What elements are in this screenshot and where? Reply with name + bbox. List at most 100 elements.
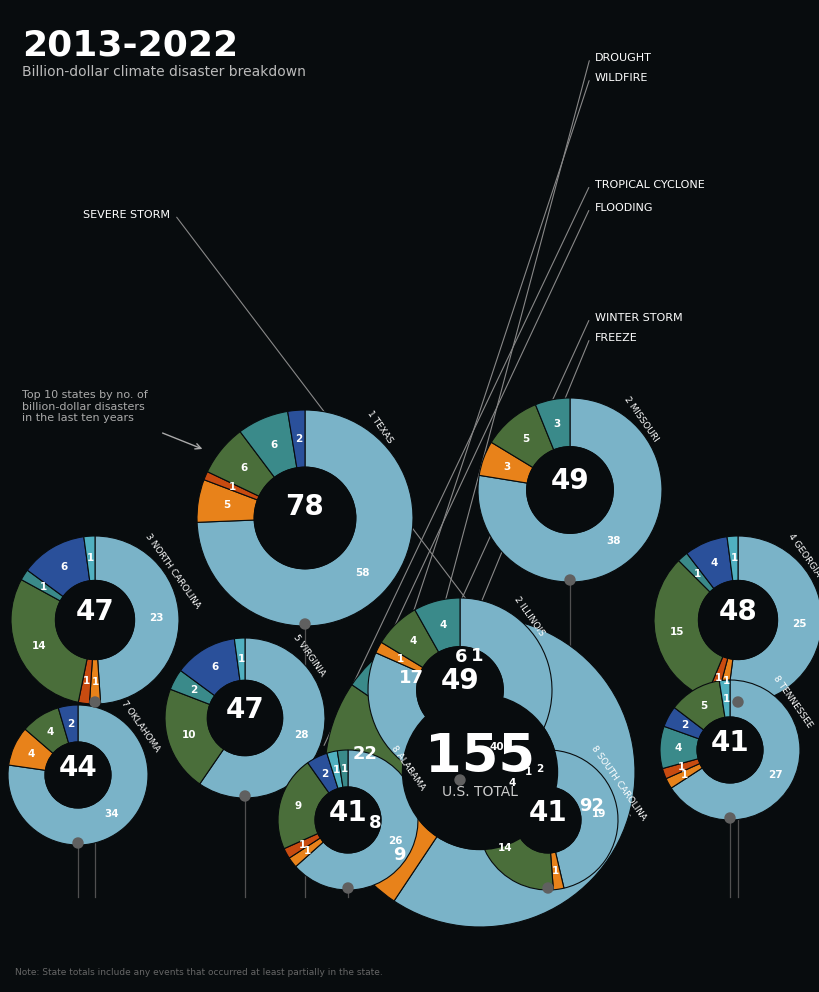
Circle shape: [696, 717, 762, 783]
Wedge shape: [240, 412, 296, 477]
Text: 2013-2022: 2013-2022: [22, 28, 238, 62]
Circle shape: [300, 619, 310, 629]
Text: 25: 25: [791, 619, 806, 629]
Wedge shape: [197, 480, 257, 523]
Wedge shape: [436, 617, 477, 697]
Wedge shape: [324, 684, 415, 816]
Circle shape: [732, 697, 742, 707]
Wedge shape: [21, 570, 63, 601]
Text: SEVERE STORM: SEVERE STORM: [83, 210, 170, 220]
Text: 4: 4: [508, 778, 515, 788]
Text: 41: 41: [710, 729, 749, 757]
Wedge shape: [353, 817, 437, 901]
Text: 1: 1: [713, 674, 721, 683]
Text: 4: 4: [47, 727, 54, 737]
Text: 9: 9: [392, 846, 405, 864]
Text: TROPICAL CYCLONE: TROPICAL CYCLONE: [595, 180, 704, 190]
Wedge shape: [527, 750, 547, 789]
Text: 2: 2: [681, 720, 688, 730]
Wedge shape: [180, 639, 240, 695]
Wedge shape: [327, 751, 342, 789]
Text: 15: 15: [669, 627, 684, 637]
Text: 44: 44: [58, 754, 97, 782]
Text: DROUGHT: DROUGHT: [595, 53, 651, 63]
Circle shape: [724, 813, 734, 823]
Wedge shape: [477, 787, 553, 890]
Text: 2 ILLINOIS: 2 ILLINOIS: [511, 595, 545, 638]
Text: Top 10 states by no. of
billion-dollar disasters
in the last ten years: Top 10 states by no. of billion-dollar d…: [22, 390, 147, 424]
Text: 2: 2: [536, 764, 543, 774]
Text: 1: 1: [722, 693, 729, 703]
Circle shape: [698, 580, 776, 660]
Text: 58: 58: [355, 568, 369, 578]
Wedge shape: [678, 554, 713, 592]
Wedge shape: [78, 659, 93, 703]
Text: 17: 17: [399, 669, 423, 686]
Text: 2: 2: [189, 684, 197, 694]
Circle shape: [526, 446, 613, 534]
Wedge shape: [11, 579, 87, 702]
Wedge shape: [89, 660, 101, 704]
Wedge shape: [337, 750, 347, 788]
Text: 1: 1: [333, 765, 340, 775]
Text: Billion-dollar climate disaster breakdown: Billion-dollar climate disaster breakdow…: [22, 65, 305, 79]
Wedge shape: [375, 642, 423, 673]
Wedge shape: [414, 598, 459, 653]
Text: 34: 34: [104, 808, 119, 818]
Text: 2: 2: [295, 434, 302, 443]
Wedge shape: [200, 638, 324, 798]
Text: 1: 1: [396, 654, 403, 664]
Text: 40: 40: [489, 742, 504, 752]
Wedge shape: [278, 763, 328, 848]
Text: 41: 41: [328, 799, 367, 827]
Text: 49: 49: [440, 667, 479, 694]
Circle shape: [402, 694, 557, 849]
Circle shape: [207, 681, 283, 756]
Circle shape: [416, 647, 503, 733]
Text: 1: 1: [83, 677, 90, 686]
Wedge shape: [289, 838, 323, 867]
Text: 4: 4: [28, 749, 35, 759]
Wedge shape: [170, 671, 215, 704]
Wedge shape: [659, 726, 698, 769]
Wedge shape: [27, 537, 89, 596]
Text: 1: 1: [722, 676, 729, 685]
Text: FLOODING: FLOODING: [595, 203, 653, 213]
Wedge shape: [165, 689, 224, 784]
Wedge shape: [654, 560, 722, 697]
Text: 6: 6: [240, 463, 247, 473]
Text: 10: 10: [181, 730, 196, 740]
Circle shape: [564, 575, 574, 585]
Wedge shape: [486, 757, 532, 805]
Text: 6: 6: [455, 649, 467, 667]
Wedge shape: [351, 623, 458, 728]
Wedge shape: [686, 537, 732, 588]
Text: 1: 1: [681, 770, 688, 780]
Wedge shape: [207, 432, 274, 496]
Wedge shape: [671, 680, 799, 820]
Circle shape: [514, 787, 580, 853]
Wedge shape: [473, 617, 479, 694]
Wedge shape: [535, 398, 569, 450]
Circle shape: [342, 883, 352, 893]
Wedge shape: [368, 598, 551, 782]
Text: 1: 1: [340, 764, 347, 774]
Wedge shape: [331, 795, 416, 862]
Circle shape: [73, 838, 83, 848]
Text: 2: 2: [67, 719, 75, 729]
Wedge shape: [25, 708, 69, 754]
Text: 3: 3: [502, 461, 509, 471]
Circle shape: [254, 467, 355, 568]
Text: 1: 1: [471, 647, 483, 665]
Text: WILDFIRE: WILDFIRE: [595, 73, 648, 83]
Text: 5 VIRGINIA: 5 VIRGINIA: [291, 633, 326, 679]
Text: 4: 4: [674, 743, 681, 753]
Text: 5: 5: [699, 700, 707, 711]
Text: 19: 19: [591, 809, 605, 819]
Circle shape: [314, 787, 381, 853]
Text: 1: 1: [39, 581, 47, 592]
Text: 47: 47: [225, 696, 264, 724]
Text: 8 SOUTH CAROLINA: 8 SOUTH CAROLINA: [588, 744, 647, 822]
Text: 27: 27: [767, 770, 781, 780]
Wedge shape: [478, 442, 532, 483]
